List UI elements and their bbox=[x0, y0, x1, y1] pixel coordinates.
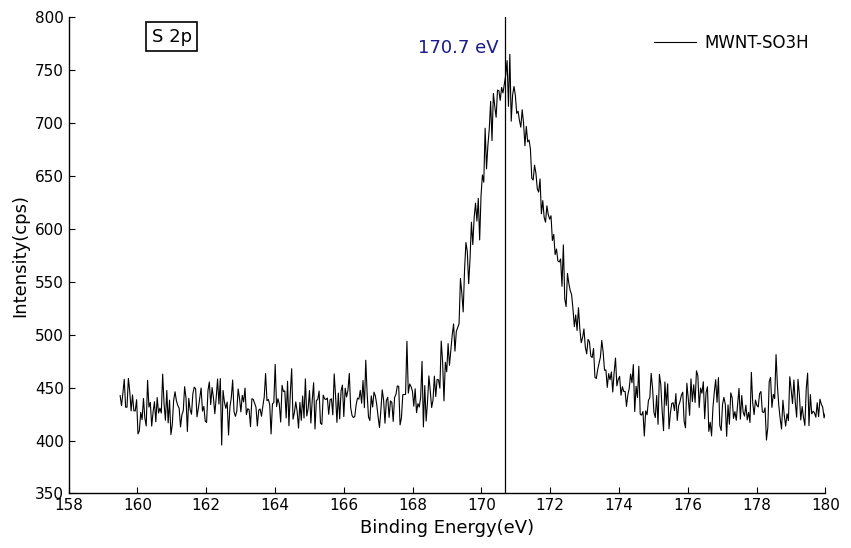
MWNT-SO3H bbox=[233, 386, 243, 392]
MWNT-SO3H bbox=[310, 426, 320, 432]
MWNT-SO3H bbox=[505, 51, 515, 58]
Y-axis label: Intensity(cps): Intensity(cps) bbox=[11, 194, 29, 317]
Line: MWNT-SO3H: MWNT-SO3H bbox=[120, 54, 825, 445]
MWNT-SO3H bbox=[316, 420, 326, 426]
X-axis label: Binding Energy(eV): Binding Energy(eV) bbox=[360, 519, 534, 537]
MWNT-SO3H bbox=[209, 410, 220, 417]
Text: S 2p: S 2p bbox=[151, 28, 191, 45]
MWNT-SO3H bbox=[791, 399, 801, 406]
MWNT-SO3H bbox=[820, 409, 831, 416]
MWNT-SO3H bbox=[762, 424, 773, 431]
Text: 170.7 eV: 170.7 eV bbox=[418, 39, 499, 58]
MWNT-SO3H bbox=[115, 392, 125, 399]
MWNT-SO3H bbox=[216, 442, 226, 448]
Legend: MWNT-SO3H: MWNT-SO3H bbox=[646, 25, 817, 60]
